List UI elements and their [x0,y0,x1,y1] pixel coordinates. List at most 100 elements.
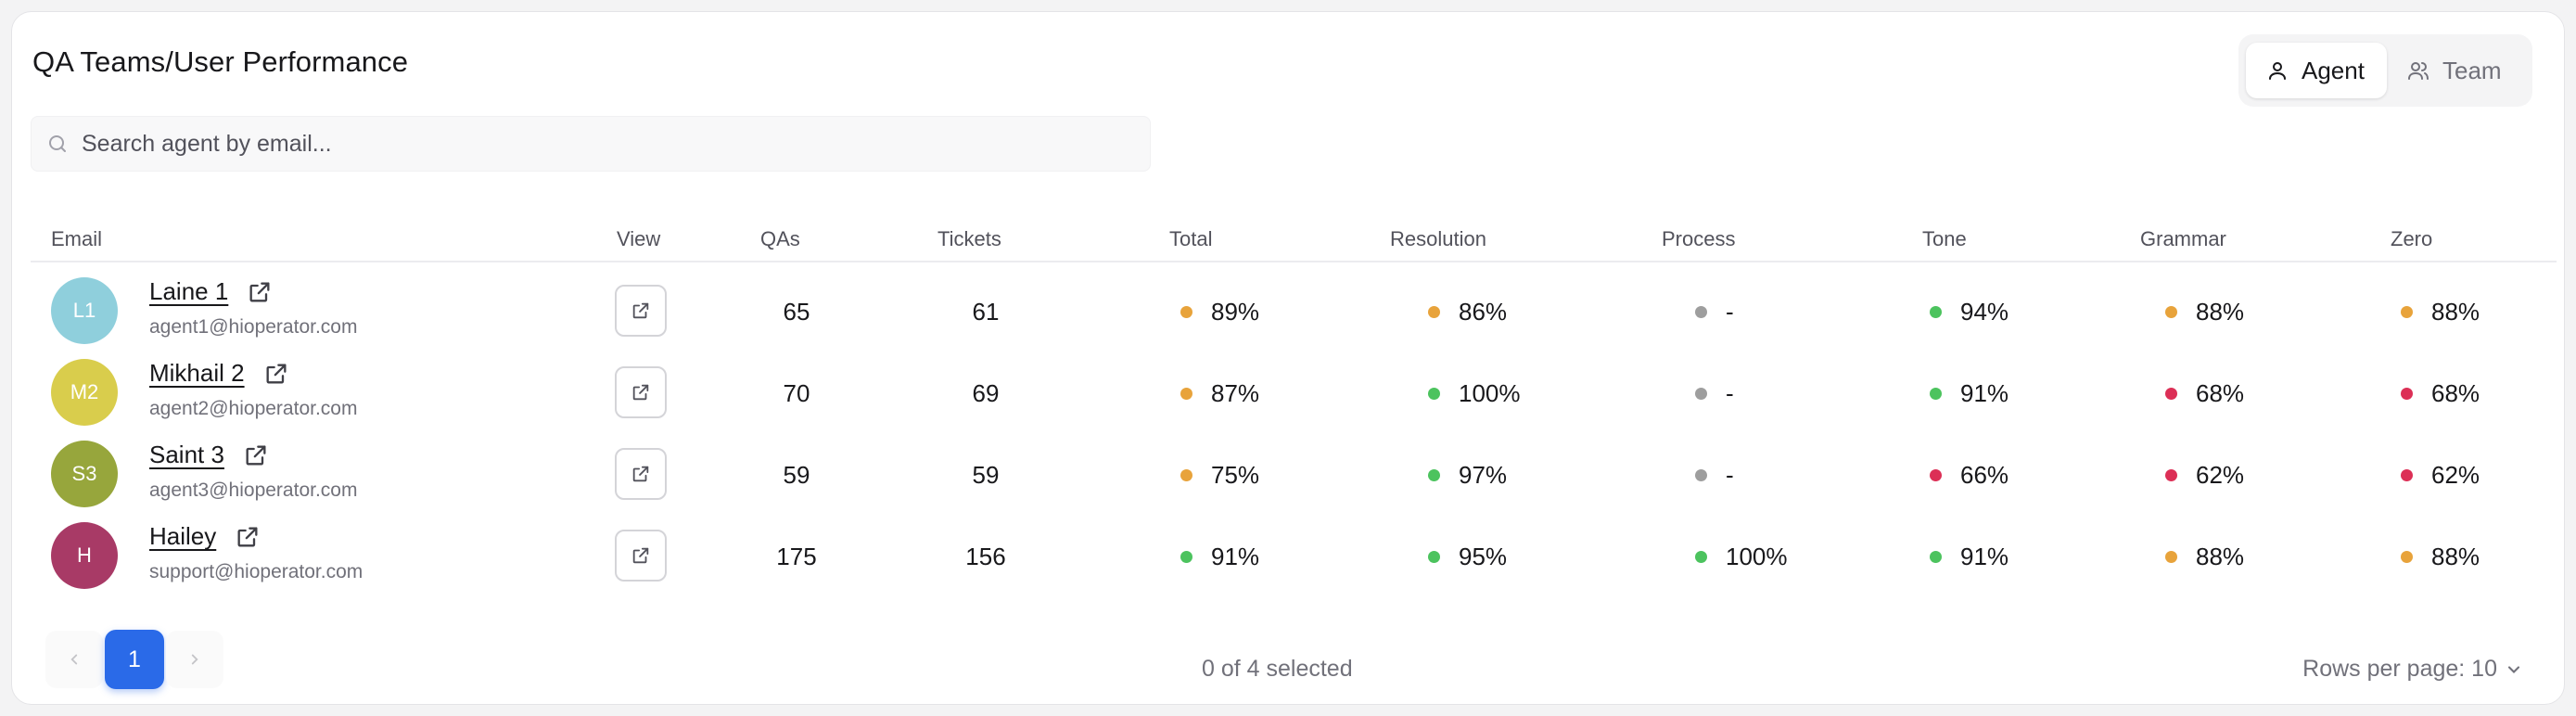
grammar-value: 88% [2196,543,2245,570]
external-link-icon [237,527,258,546]
external-link-icon [632,466,649,482]
column-email[interactable]: Email [51,227,103,250]
status-dot [2165,551,2177,563]
agent-name[interactable]: Hailey [149,522,217,550]
agent-name[interactable]: Saint 3 [149,441,224,468]
status-dot [1428,551,1440,563]
status-dot [1930,388,1942,400]
status-dot [1930,306,1942,318]
process-value: 100% [1726,543,1788,570]
zero-score: 88% [2401,298,2480,326]
pagination: 1 [45,630,223,689]
rows-per-page-label: Rows per page: 10 [2302,656,2497,682]
avatar: M2 [51,359,118,426]
grammar-value: 68% [2196,379,2245,407]
agent-name[interactable]: Mikhail 2 [149,359,245,387]
column-qas[interactable]: QAs [760,227,800,250]
agent-name-link[interactable]: Saint 3 [149,441,269,469]
next-page-button[interactable] [166,631,223,688]
view-button[interactable] [615,530,667,582]
qas-value: 70 [783,379,810,407]
column-tickets[interactable]: Tickets [937,227,1001,250]
total-score: 91% [1180,543,1259,571]
view-button[interactable] [615,285,667,337]
total-value: 75% [1211,461,1260,489]
column-zero[interactable]: Zero [2391,227,2433,250]
zero-score: 88% [2401,543,2480,571]
tone-value: 94% [1960,298,2009,326]
external-link-icon [632,547,649,564]
prev-page-button[interactable] [45,631,103,688]
zero-score: 62% [2401,461,2480,490]
table-row: M2 Mikhail 2 agent2@hioperator.com 70 69 87% 1… [31,350,2557,431]
total-value: 91% [1211,543,1260,570]
process-score: 100% [1695,543,1788,571]
process-score: - [1695,461,1734,490]
view-button[interactable] [615,448,667,500]
avatar: L1 [51,277,118,344]
grammar-score: 68% [2165,379,2244,408]
qas-value: 65 [783,298,810,326]
column-total[interactable]: Total [1169,227,1213,250]
search-bar [31,116,1151,172]
process-value: - [1726,379,1734,407]
chevron-right-icon [191,654,198,665]
table-header: Email View QAs Tickets Total Resolution … [31,212,2557,262]
external-link-icon [632,302,649,319]
tone-value: 91% [1960,379,2009,407]
tickets-value: 156 [965,543,1006,570]
users-icon [2408,62,2429,80]
status-dot [1428,388,1440,400]
status-dot [2401,469,2413,481]
zero-value: 88% [2431,298,2480,326]
agent-name-link[interactable]: Mikhail 2 [149,359,289,388]
search-icon [49,135,66,152]
external-link-icon [632,384,649,401]
view-button[interactable] [615,366,667,418]
column-process[interactable]: Process [1662,227,1736,250]
zero-value: 88% [2431,543,2480,570]
status-dot [2401,388,2413,400]
status-dot [2401,551,2413,563]
column-resolution[interactable]: Resolution [1390,227,1486,250]
resolution-score: 100% [1428,379,1521,408]
resolution-score: 86% [1428,298,1507,326]
agent-name-link[interactable]: Laine 1 [149,277,273,306]
rows-per-page-select[interactable]: Rows per page: 10 [2302,656,2523,683]
agent-toggle-button[interactable]: Agent [2246,43,2387,98]
column-view: View [617,227,661,250]
column-grammar[interactable]: Grammar [2140,227,2226,250]
column-tone[interactable]: Tone [1922,227,1967,250]
agent-name[interactable]: Laine 1 [149,277,229,305]
view-toggle: Agent Team [2238,34,2532,107]
external-link-icon [266,364,287,383]
total-value: 87% [1211,379,1260,407]
status-dot [1695,469,1707,481]
grammar-score: 88% [2165,543,2244,571]
status-dot [1695,551,1707,563]
avatar: H [51,522,118,589]
table-row: H Hailey support@hioperator.com 175 156 91% 95… [31,513,2557,595]
resolution-value: 100% [1459,379,1521,407]
status-dot [1930,469,1942,481]
external-link-icon [246,445,266,465]
agent-toggle-label: Agent [2302,56,2365,84]
tone-score: 94% [1930,298,2009,326]
team-toggle-label: Team [2442,56,2502,84]
tone-score: 91% [1930,379,2009,408]
zero-score: 68% [2401,379,2480,408]
resolution-score: 95% [1428,543,1507,571]
team-toggle-button[interactable]: Team [2387,43,2522,98]
grammar-value: 62% [2196,461,2245,489]
tickets-value: 69 [972,379,1000,407]
page-1-button[interactable]: 1 [105,630,164,689]
tickets-value: 61 [972,298,1000,326]
agent-name-link[interactable]: Hailey [149,522,261,551]
agent-email: agent2@hioperator.com [149,398,358,419]
search-input[interactable] [82,130,1102,158]
agent-email: agent3@hioperator.com [149,479,358,501]
resolution-value: 97% [1459,461,1508,489]
agent-email: agent1@hioperator.com [149,316,358,338]
avatar: S3 [51,441,118,507]
table-row: L1 Laine 1 agent1@hioperator.com 65 61 89% 86%… [31,268,2557,350]
